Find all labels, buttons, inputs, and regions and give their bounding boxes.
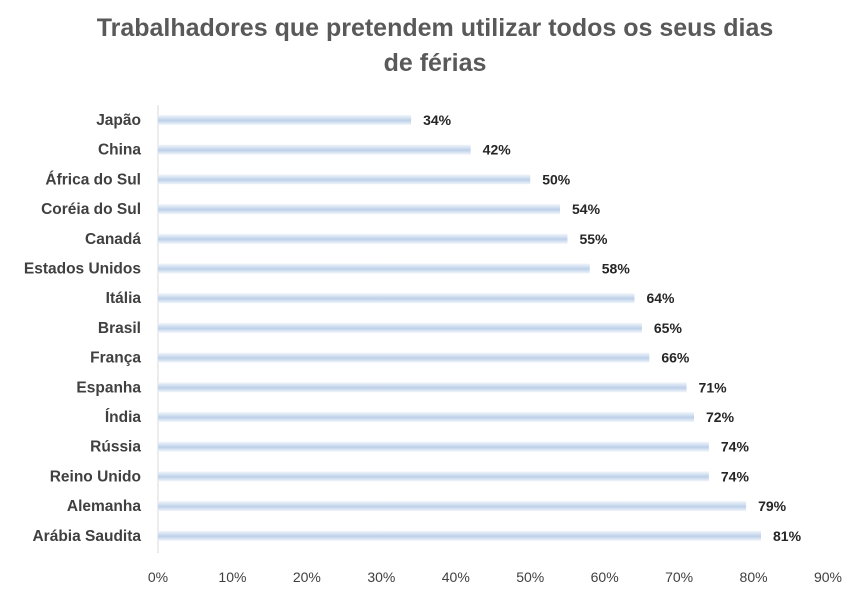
value-label-7: 64% [646, 290, 675, 306]
bars-group: Japão 34% China 42% África do Sul 50% Coréia d… [24, 112, 802, 545]
category-label-11: Índia [105, 409, 142, 426]
value-label-2: 42% [483, 142, 512, 158]
x-tick-label-50: 50% [516, 569, 544, 585]
bar-10 [158, 382, 687, 393]
bar-14 [158, 501, 747, 512]
bar-15 [158, 530, 761, 541]
x-tick-label-70: 70% [665, 569, 693, 585]
x-tick-label-60: 60% [591, 569, 619, 585]
x-tick-label-80: 80% [740, 569, 768, 585]
bar-13 [158, 471, 709, 482]
bar-1 [158, 115, 412, 125]
value-label-5: 55% [579, 231, 608, 247]
category-label-13: Reino Unido [50, 468, 141, 485]
x-tick-label-20: 20% [293, 569, 321, 585]
x-tick-label-90: 90% [814, 569, 842, 585]
x-axis-ticks: 0% 10% 20% 30% 40% 50% 60% 70% 80% 90% [148, 569, 842, 585]
value-label-1: 34% [423, 112, 452, 128]
value-label-13: 74% [721, 468, 750, 484]
category-label-1: Japão [96, 112, 141, 129]
category-label-7: Itália [106, 290, 142, 307]
bar-4 [158, 204, 560, 215]
x-tick-label-40: 40% [442, 569, 470, 585]
category-label-8: Brasil [98, 320, 141, 337]
bar-9 [158, 352, 650, 363]
bar-7 [158, 293, 635, 304]
bar-12 [158, 441, 709, 452]
value-label-15: 81% [773, 528, 802, 544]
chart-title-line-2: de férias [384, 49, 487, 77]
bar-2 [158, 144, 471, 155]
category-label-10: Espanha [76, 379, 141, 396]
category-label-14: Alemanha [67, 498, 141, 515]
value-label-9: 66% [661, 350, 690, 366]
category-label-15: Arábia Saudita [32, 528, 141, 545]
category-label-3: África do Sul [45, 171, 141, 188]
bar-3 [158, 174, 531, 185]
value-label-11: 72% [706, 409, 735, 425]
x-tick-label-0: 0% [148, 569, 168, 585]
value-label-10: 71% [699, 379, 728, 395]
bar-11 [158, 412, 694, 422]
x-tick-label-30: 30% [367, 569, 395, 585]
bar-8 [158, 322, 642, 333]
value-label-12: 74% [721, 439, 750, 455]
category-label-6: Estados Unidos [24, 261, 141, 278]
category-label-5: Canadá [85, 231, 141, 248]
bar-6 [158, 263, 590, 274]
value-label-14: 79% [758, 498, 787, 514]
category-label-4: Coréia do Sul [41, 201, 141, 218]
chart-title-line-1: Trabalhadores que pretendem utilizar tod… [97, 14, 774, 42]
bar-5 [158, 233, 568, 244]
value-label-3: 50% [542, 171, 571, 187]
value-label-6: 58% [602, 261, 631, 277]
x-tick-label-10: 10% [218, 569, 246, 585]
category-label-2: China [98, 142, 141, 159]
category-label-9: França [90, 350, 141, 367]
value-label-4: 54% [572, 201, 601, 217]
value-label-8: 65% [654, 320, 683, 336]
category-label-12: Rússia [90, 439, 141, 456]
